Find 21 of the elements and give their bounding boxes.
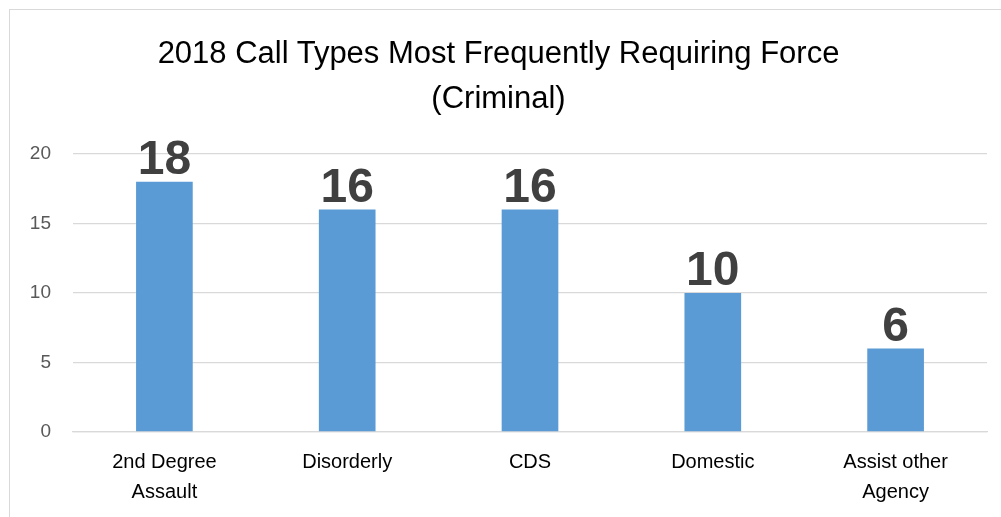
data-label: 16 — [503, 158, 557, 212]
data-label: 6 — [882, 297, 909, 351]
y-tick-label: 20 — [29, 142, 51, 164]
data-label: 16 — [320, 158, 374, 212]
bar — [501, 209, 559, 432]
data-label: 10 — [686, 241, 740, 295]
y-tick-label: 5 — [40, 350, 51, 372]
bar — [136, 181, 193, 432]
y-tick-label: 15 — [29, 211, 51, 233]
x-tick-label: 2nd Degree Assault — [112, 449, 217, 502]
x-tick-label: Assist other Agency — [843, 449, 949, 502]
x-tick-label: CDS — [508, 449, 552, 472]
y-tick-label: 0 — [40, 420, 51, 442]
y-tick-label: 10 — [29, 281, 51, 303]
bar — [684, 292, 742, 432]
bar — [318, 209, 376, 432]
bar — [867, 348, 924, 432]
chart-title: 2018 Call Types Most Frequently Requiring Force (Criminal) — [157, 35, 840, 115]
x-tick-label: Domestic — [671, 449, 755, 472]
x-tick-label: Disorderly — [302, 449, 393, 472]
data-label: 18 — [137, 130, 192, 184]
